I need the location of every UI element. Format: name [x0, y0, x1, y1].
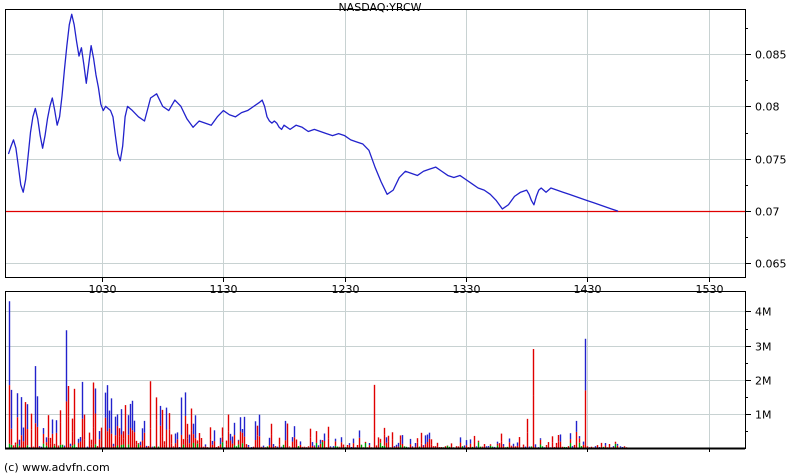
- xtick-label-1230: 1230: [332, 283, 360, 296]
- xtick-label-1030: 1030: [89, 283, 117, 296]
- panel-frames: [5, 9, 746, 450]
- axis-labels: 0.085 0.08 0.075 0.07 0.065 1030 1130 1230 1330 1…: [89, 49, 787, 422]
- price-ytick-label-0.085: 0.085: [755, 49, 787, 62]
- chart-title: NASDAQ:YRCW: [338, 1, 422, 14]
- price-series-group: [7, 13, 619, 212]
- price-ytick-label-0.08: 0.08: [755, 101, 780, 114]
- volume-ytick-label-4M: 4M: [755, 306, 772, 319]
- volume-panel-frame: [5, 291, 746, 449]
- xtick-label-1530: 1530: [696, 283, 724, 296]
- price-ytick-label-0.075: 0.075: [755, 154, 787, 167]
- watermark-credit: (c) www.advfn.com: [4, 461, 110, 474]
- grid-lines: [5, 9, 751, 452]
- xtick-label-1430: 1430: [574, 283, 602, 296]
- price-panel-frame: [5, 9, 746, 278]
- volume-ytick-label-3M: 3M: [755, 341, 772, 354]
- price-line-series: [7, 13, 619, 212]
- price-ytick-label-0.07: 0.07: [755, 206, 780, 219]
- volume-ytick-label-2M: 2M: [755, 375, 772, 388]
- price-ytick-label-0.065: 0.065: [755, 258, 787, 271]
- volume-ytick-label-1M: 1M: [755, 409, 772, 422]
- xtick-label-1130: 1130: [210, 283, 238, 296]
- xtick-label-1330: 1330: [453, 283, 481, 296]
